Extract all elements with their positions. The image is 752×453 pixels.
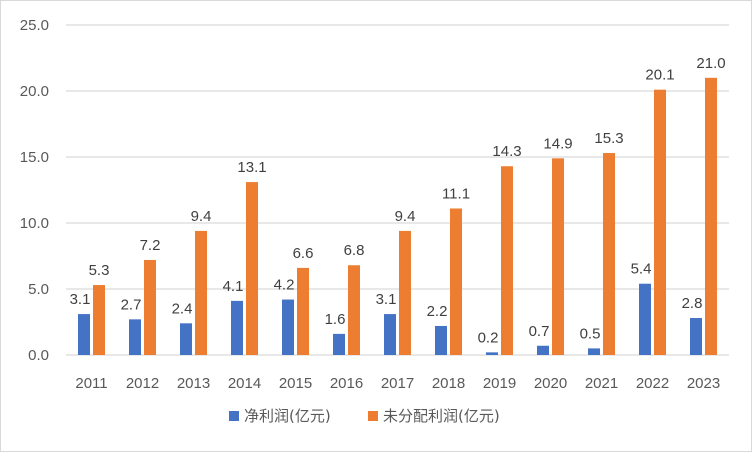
x-axis-ticks: 2011 2012 2013 2014 2015 2016 2017 2018 2019 2020… [75, 375, 720, 392]
bar-undistributed-profit [705, 77, 717, 356]
data-label: 9.4 [191, 208, 212, 225]
data-label: 4.2 [274, 277, 295, 294]
legend-item-net-profit: 净利润(亿元) [229, 407, 331, 425]
data-label: 20.1 [645, 67, 674, 84]
data-label: 5.3 [89, 262, 110, 279]
data-label: 0.7 [529, 323, 550, 340]
data-label: 1.6 [325, 311, 346, 328]
y-tick-label: 10.0 [20, 215, 49, 232]
bar-net-profit [639, 283, 651, 355]
bar-net-profit [129, 319, 141, 355]
data-label: 4.1 [223, 278, 244, 295]
legend-swatch-icon [229, 411, 239, 421]
x-tick-label: 2014 [228, 375, 261, 392]
bar-net-profit [486, 352, 498, 355]
x-tick-label: 2019 [483, 375, 516, 392]
legend-label: 净利润(亿元) [244, 407, 331, 425]
y-axis-ticks: 0.0 5.0 10.0 15.0 20.0 25.0 [20, 17, 49, 364]
bars [78, 77, 717, 356]
data-label: 7.2 [140, 237, 161, 254]
y-tick-label: 0.0 [28, 347, 49, 364]
legend: 净利润(亿元) 未分配利润(亿元) [229, 407, 500, 425]
x-tick-label: 2021 [585, 375, 618, 392]
bar-net-profit [78, 314, 90, 355]
x-tick-label: 2023 [687, 375, 720, 392]
bar-undistributed-profit [603, 153, 615, 355]
x-tick-label: 2011 [75, 375, 107, 392]
data-label: 2.4 [172, 300, 193, 317]
legend-label: 未分配利润(亿元) [383, 407, 500, 425]
data-labels: 3.1 5.3 2.7 7.2 2.4 9.4 4.1 13.1 4.2 6.6 1.6 6.8 3.1… [70, 55, 726, 347]
data-label: 3.1 [376, 291, 397, 308]
data-label: 15.3 [594, 130, 623, 147]
data-label: 0.2 [478, 329, 499, 346]
x-tick-label: 2017 [381, 375, 414, 392]
bar-undistributed-profit [195, 230, 207, 355]
y-tick-label: 25.0 [20, 17, 49, 34]
y-tick-label: 5.0 [28, 281, 49, 298]
bar-net-profit [231, 300, 243, 355]
bar-undistributed-profit [399, 230, 411, 355]
bar-undistributed-profit [501, 166, 513, 355]
bar-undistributed-profit [93, 285, 105, 355]
data-label: 0.5 [580, 325, 601, 342]
data-label: 11.1 [442, 185, 470, 202]
legend-swatch-icon [368, 411, 378, 421]
x-tick-label: 2013 [177, 375, 210, 392]
x-tick-label: 2020 [534, 375, 567, 392]
bar-undistributed-profit [450, 208, 462, 355]
bar-undistributed-profit [144, 259, 156, 355]
bar-net-profit [537, 345, 549, 355]
x-tick-label: 2022 [636, 375, 669, 392]
bar-net-profit [435, 325, 447, 355]
x-tick-label: 2016 [330, 375, 363, 392]
bar-net-profit [333, 333, 345, 355]
data-label: 2.8 [682, 295, 703, 312]
y-tick-label: 15.0 [20, 149, 49, 166]
bar-undistributed-profit [654, 89, 666, 356]
data-label: 21.0 [696, 55, 725, 72]
legend-item-undistributed-profit: 未分配利润(亿元) [368, 407, 500, 425]
x-tick-label: 2018 [432, 375, 465, 392]
data-label: 3.1 [70, 291, 91, 308]
y-tick-label: 20.0 [20, 83, 49, 100]
bar-undistributed-profit [297, 267, 309, 355]
data-label: 5.4 [631, 261, 652, 278]
bar-net-profit [384, 314, 396, 355]
data-label: 9.4 [395, 208, 416, 225]
x-tick-label: 2015 [279, 375, 312, 392]
bar-net-profit [180, 323, 192, 355]
data-label: 2.7 [121, 296, 142, 313]
data-label: 14.3 [492, 143, 521, 160]
data-label: 6.8 [344, 242, 365, 259]
bar-undistributed-profit [552, 158, 564, 355]
bar-net-profit [282, 299, 294, 355]
bar-net-profit [690, 318, 702, 355]
bar-net-profit [588, 348, 600, 355]
x-tick-label: 2012 [126, 375, 159, 392]
data-label: 2.2 [427, 303, 448, 320]
data-label: 6.6 [293, 245, 314, 262]
gridlines [66, 24, 729, 356]
bar-undistributed-profit [348, 265, 360, 355]
bar-undistributed-profit [246, 182, 258, 355]
data-label: 13.1 [237, 159, 266, 176]
data-label: 14.9 [543, 135, 572, 152]
